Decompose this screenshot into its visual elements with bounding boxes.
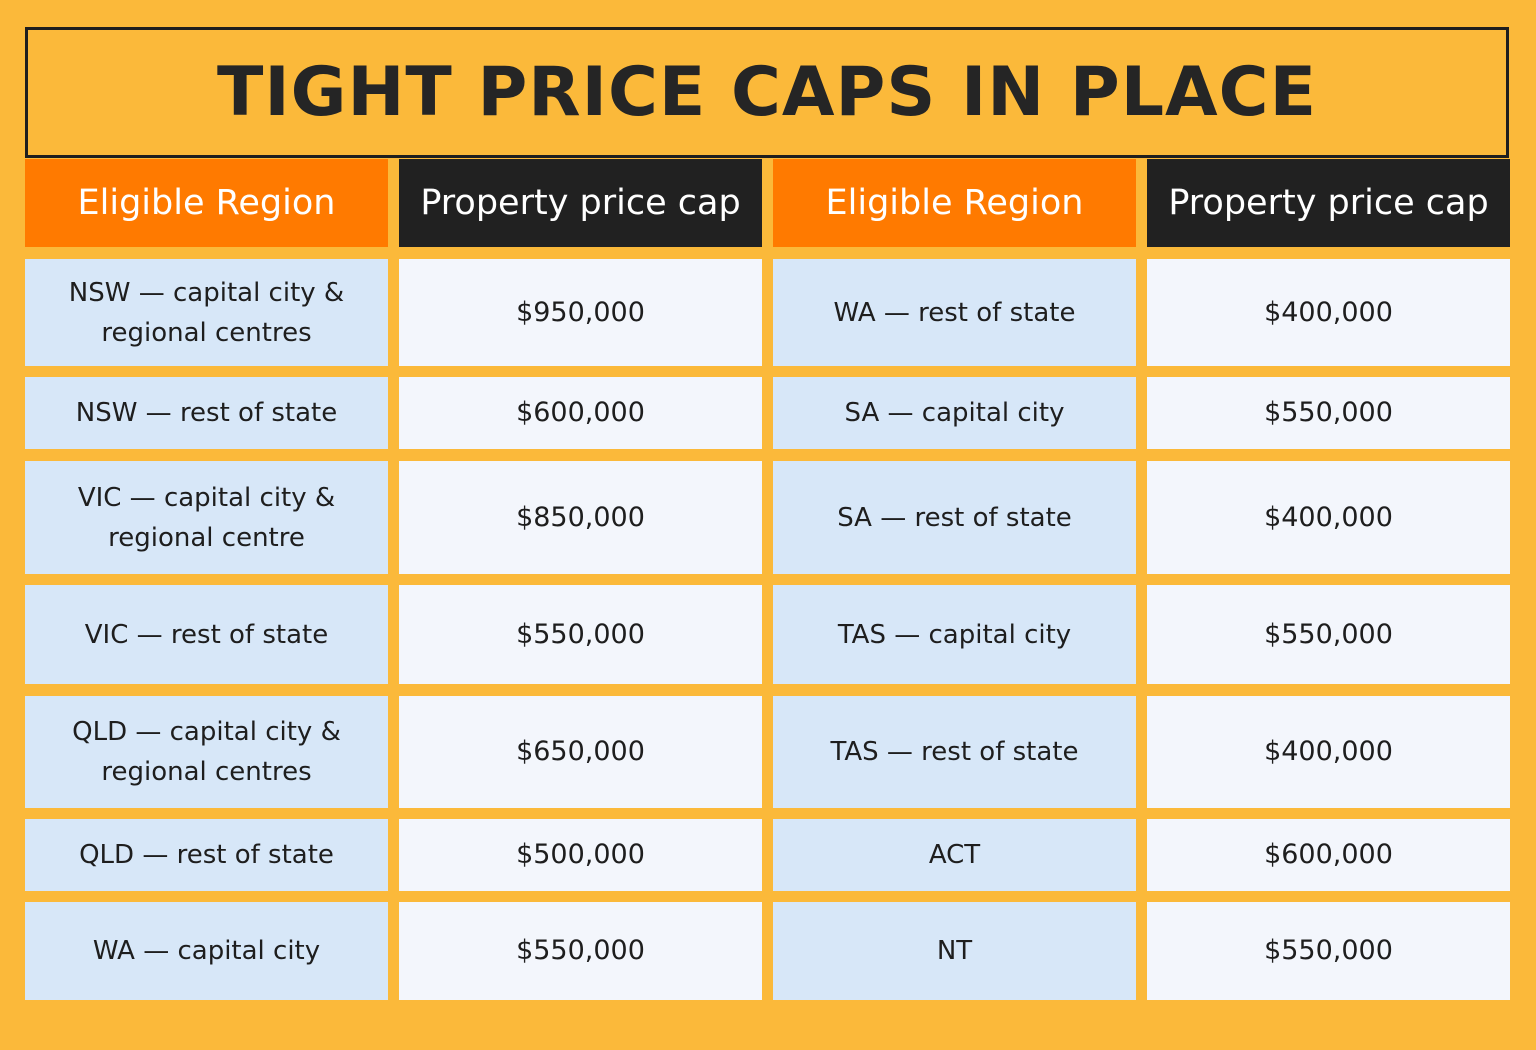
table-cell-price: $600,000 <box>1147 819 1510 891</box>
table-cell-price: $550,000 <box>1147 902 1510 1000</box>
table-cell-region: SA — capital city <box>773 377 1136 449</box>
table-cell-price: $550,000 <box>1147 585 1510 684</box>
table-cell-price: $850,000 <box>399 461 762 574</box>
table-cell-price: $400,000 <box>1147 259 1510 366</box>
header-eligible-region-right: Eligible Region <box>773 159 1136 247</box>
table-cell-region: QLD — capital city & regional centres <box>25 696 388 808</box>
table-cell-region: VIC — capital city & regional centre <box>25 461 388 574</box>
table-cell-price: $400,000 <box>1147 461 1510 574</box>
table-cell-region: WA — capital city <box>25 902 388 1000</box>
page-title: TIGHT PRICE CAPS IN PLACE <box>216 53 1318 132</box>
title-banner: TIGHT PRICE CAPS IN PLACE <box>25 27 1509 158</box>
header-price-cap-right: Property price cap <box>1147 159 1510 247</box>
table-cell-region: QLD — rest of state <box>25 819 388 891</box>
table-cell-region: VIC — rest of state <box>25 585 388 684</box>
table-cell-region: SA — rest of state <box>773 461 1136 574</box>
table-cell-price: $550,000 <box>399 902 762 1000</box>
table-cell-region: NSW — rest of state <box>25 377 388 449</box>
table-cell-region: NT <box>773 902 1136 1000</box>
table-cell-price: $550,000 <box>1147 377 1510 449</box>
table-cell-region: NSW — capital city & regional centres <box>25 259 388 366</box>
table-cell-region: WA — rest of state <box>773 259 1136 366</box>
table-cell-region: TAS — capital city <box>773 585 1136 684</box>
table-cell-region: ACT <box>773 819 1136 891</box>
table-cell-price: $650,000 <box>399 696 762 808</box>
table-cell-price: $950,000 <box>399 259 762 366</box>
table-cell-region: TAS — rest of state <box>773 696 1136 808</box>
table-cell-price: $550,000 <box>399 585 762 684</box>
table-cell-price: $400,000 <box>1147 696 1510 808</box>
header-price-cap-left: Property price cap <box>399 159 762 247</box>
table-cell-price: $500,000 <box>399 819 762 891</box>
table-cell-price: $600,000 <box>399 377 762 449</box>
header-eligible-region-left: Eligible Region <box>25 159 388 247</box>
